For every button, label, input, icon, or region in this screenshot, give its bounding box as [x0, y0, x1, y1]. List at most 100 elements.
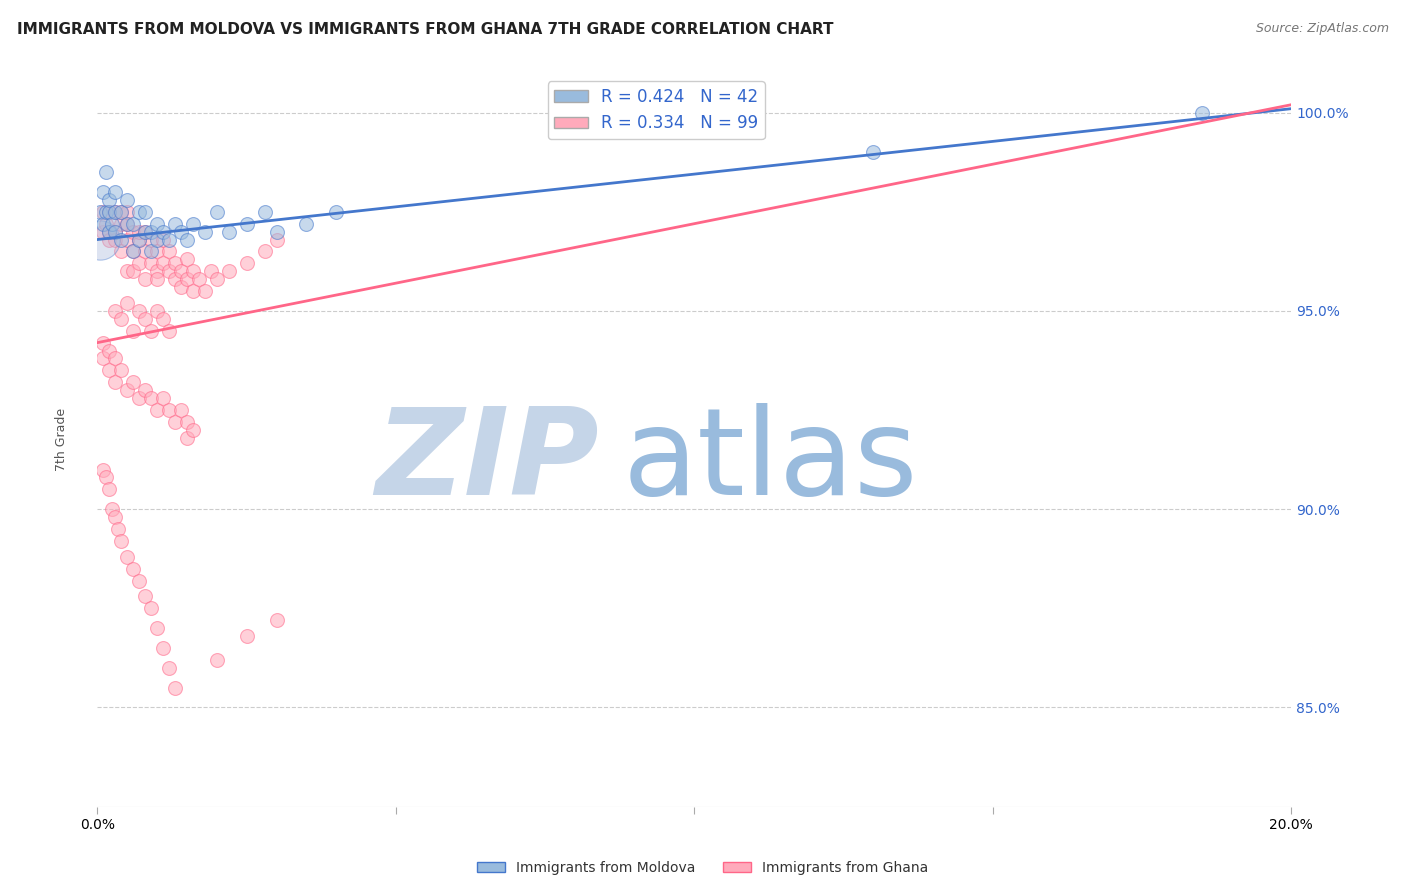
Point [117, 204, 139, 219]
Point [104, 204, 127, 219]
Point [110, 204, 132, 219]
Point [101, 217, 124, 231]
Point [157, 661, 180, 675]
Point [96, 165, 118, 179]
Point [181, 264, 204, 278]
Point [146, 217, 169, 231]
Point [235, 629, 257, 643]
Point [96, 217, 118, 231]
Legend: Immigrants from Moldova, Immigrants from Ghana: Immigrants from Moldova, Immigrants from… [472, 855, 934, 880]
Point [218, 264, 240, 278]
Point [152, 256, 174, 270]
Point [117, 383, 139, 397]
Point [98, 225, 121, 239]
Point [98, 363, 121, 377]
Point [141, 256, 163, 270]
Legend: R = 0.424   N = 42, R = 0.334   N = 99: R = 0.424 N = 42, R = 0.334 N = 99 [547, 81, 765, 139]
Point [141, 391, 163, 405]
Point [134, 272, 156, 286]
Point [93, 225, 115, 239]
Point [152, 311, 174, 326]
Point [104, 304, 127, 318]
Point [128, 256, 150, 270]
Point [134, 244, 156, 259]
Point [122, 244, 145, 259]
Point [122, 324, 145, 338]
Point [235, 256, 257, 270]
Point [110, 311, 132, 326]
Point [170, 264, 193, 278]
Point [266, 225, 288, 239]
Point [110, 363, 132, 377]
Point [134, 590, 156, 604]
Point [104, 510, 127, 524]
Point [122, 217, 145, 231]
Point [128, 391, 150, 405]
Point [266, 613, 288, 627]
Point [98, 343, 121, 358]
Point [98, 483, 121, 497]
Y-axis label: 7th Grade: 7th Grade [55, 409, 67, 471]
Point [93, 185, 115, 199]
Point [117, 217, 139, 231]
Point [194, 284, 217, 298]
Point [110, 217, 132, 231]
Point [146, 621, 169, 635]
Text: Source: ZipAtlas.com: Source: ZipAtlas.com [1256, 22, 1389, 36]
Point [110, 533, 132, 548]
Point [89, 204, 111, 219]
Point [205, 653, 228, 667]
Point [176, 431, 198, 445]
Point [141, 225, 163, 239]
Point [128, 225, 150, 239]
Point [181, 284, 204, 298]
Point [163, 681, 186, 695]
Point [93, 335, 115, 350]
Point [176, 252, 198, 267]
Point [98, 225, 121, 239]
Point [128, 204, 150, 219]
Point [117, 217, 139, 231]
Point [134, 311, 156, 326]
Point [146, 244, 169, 259]
Point [181, 217, 204, 231]
Point [152, 640, 174, 655]
Point [176, 233, 198, 247]
Point [325, 204, 347, 219]
Text: atlas: atlas [623, 403, 918, 520]
Point [110, 233, 132, 247]
Point [98, 193, 121, 207]
Point [253, 244, 276, 259]
Point [110, 204, 132, 219]
Point [170, 225, 193, 239]
Point [128, 304, 150, 318]
Point [862, 145, 884, 160]
Point [163, 217, 186, 231]
Point [134, 383, 156, 397]
Point [117, 264, 139, 278]
Point [104, 185, 127, 199]
Point [93, 204, 115, 219]
Point [98, 204, 121, 219]
Point [163, 256, 186, 270]
Point [176, 415, 198, 429]
Point [110, 244, 132, 259]
Point [218, 225, 240, 239]
Point [157, 264, 180, 278]
Point [170, 403, 193, 417]
Point [266, 233, 288, 247]
Point [146, 304, 169, 318]
Point [157, 324, 180, 338]
Point [194, 225, 217, 239]
Point [93, 351, 115, 366]
Point [205, 272, 228, 286]
Point [146, 403, 169, 417]
Point [181, 423, 204, 437]
Point [104, 233, 127, 247]
Point [128, 233, 150, 247]
Point [200, 264, 222, 278]
Point [163, 415, 186, 429]
Point [157, 233, 180, 247]
Point [93, 462, 115, 476]
Point [104, 225, 127, 239]
